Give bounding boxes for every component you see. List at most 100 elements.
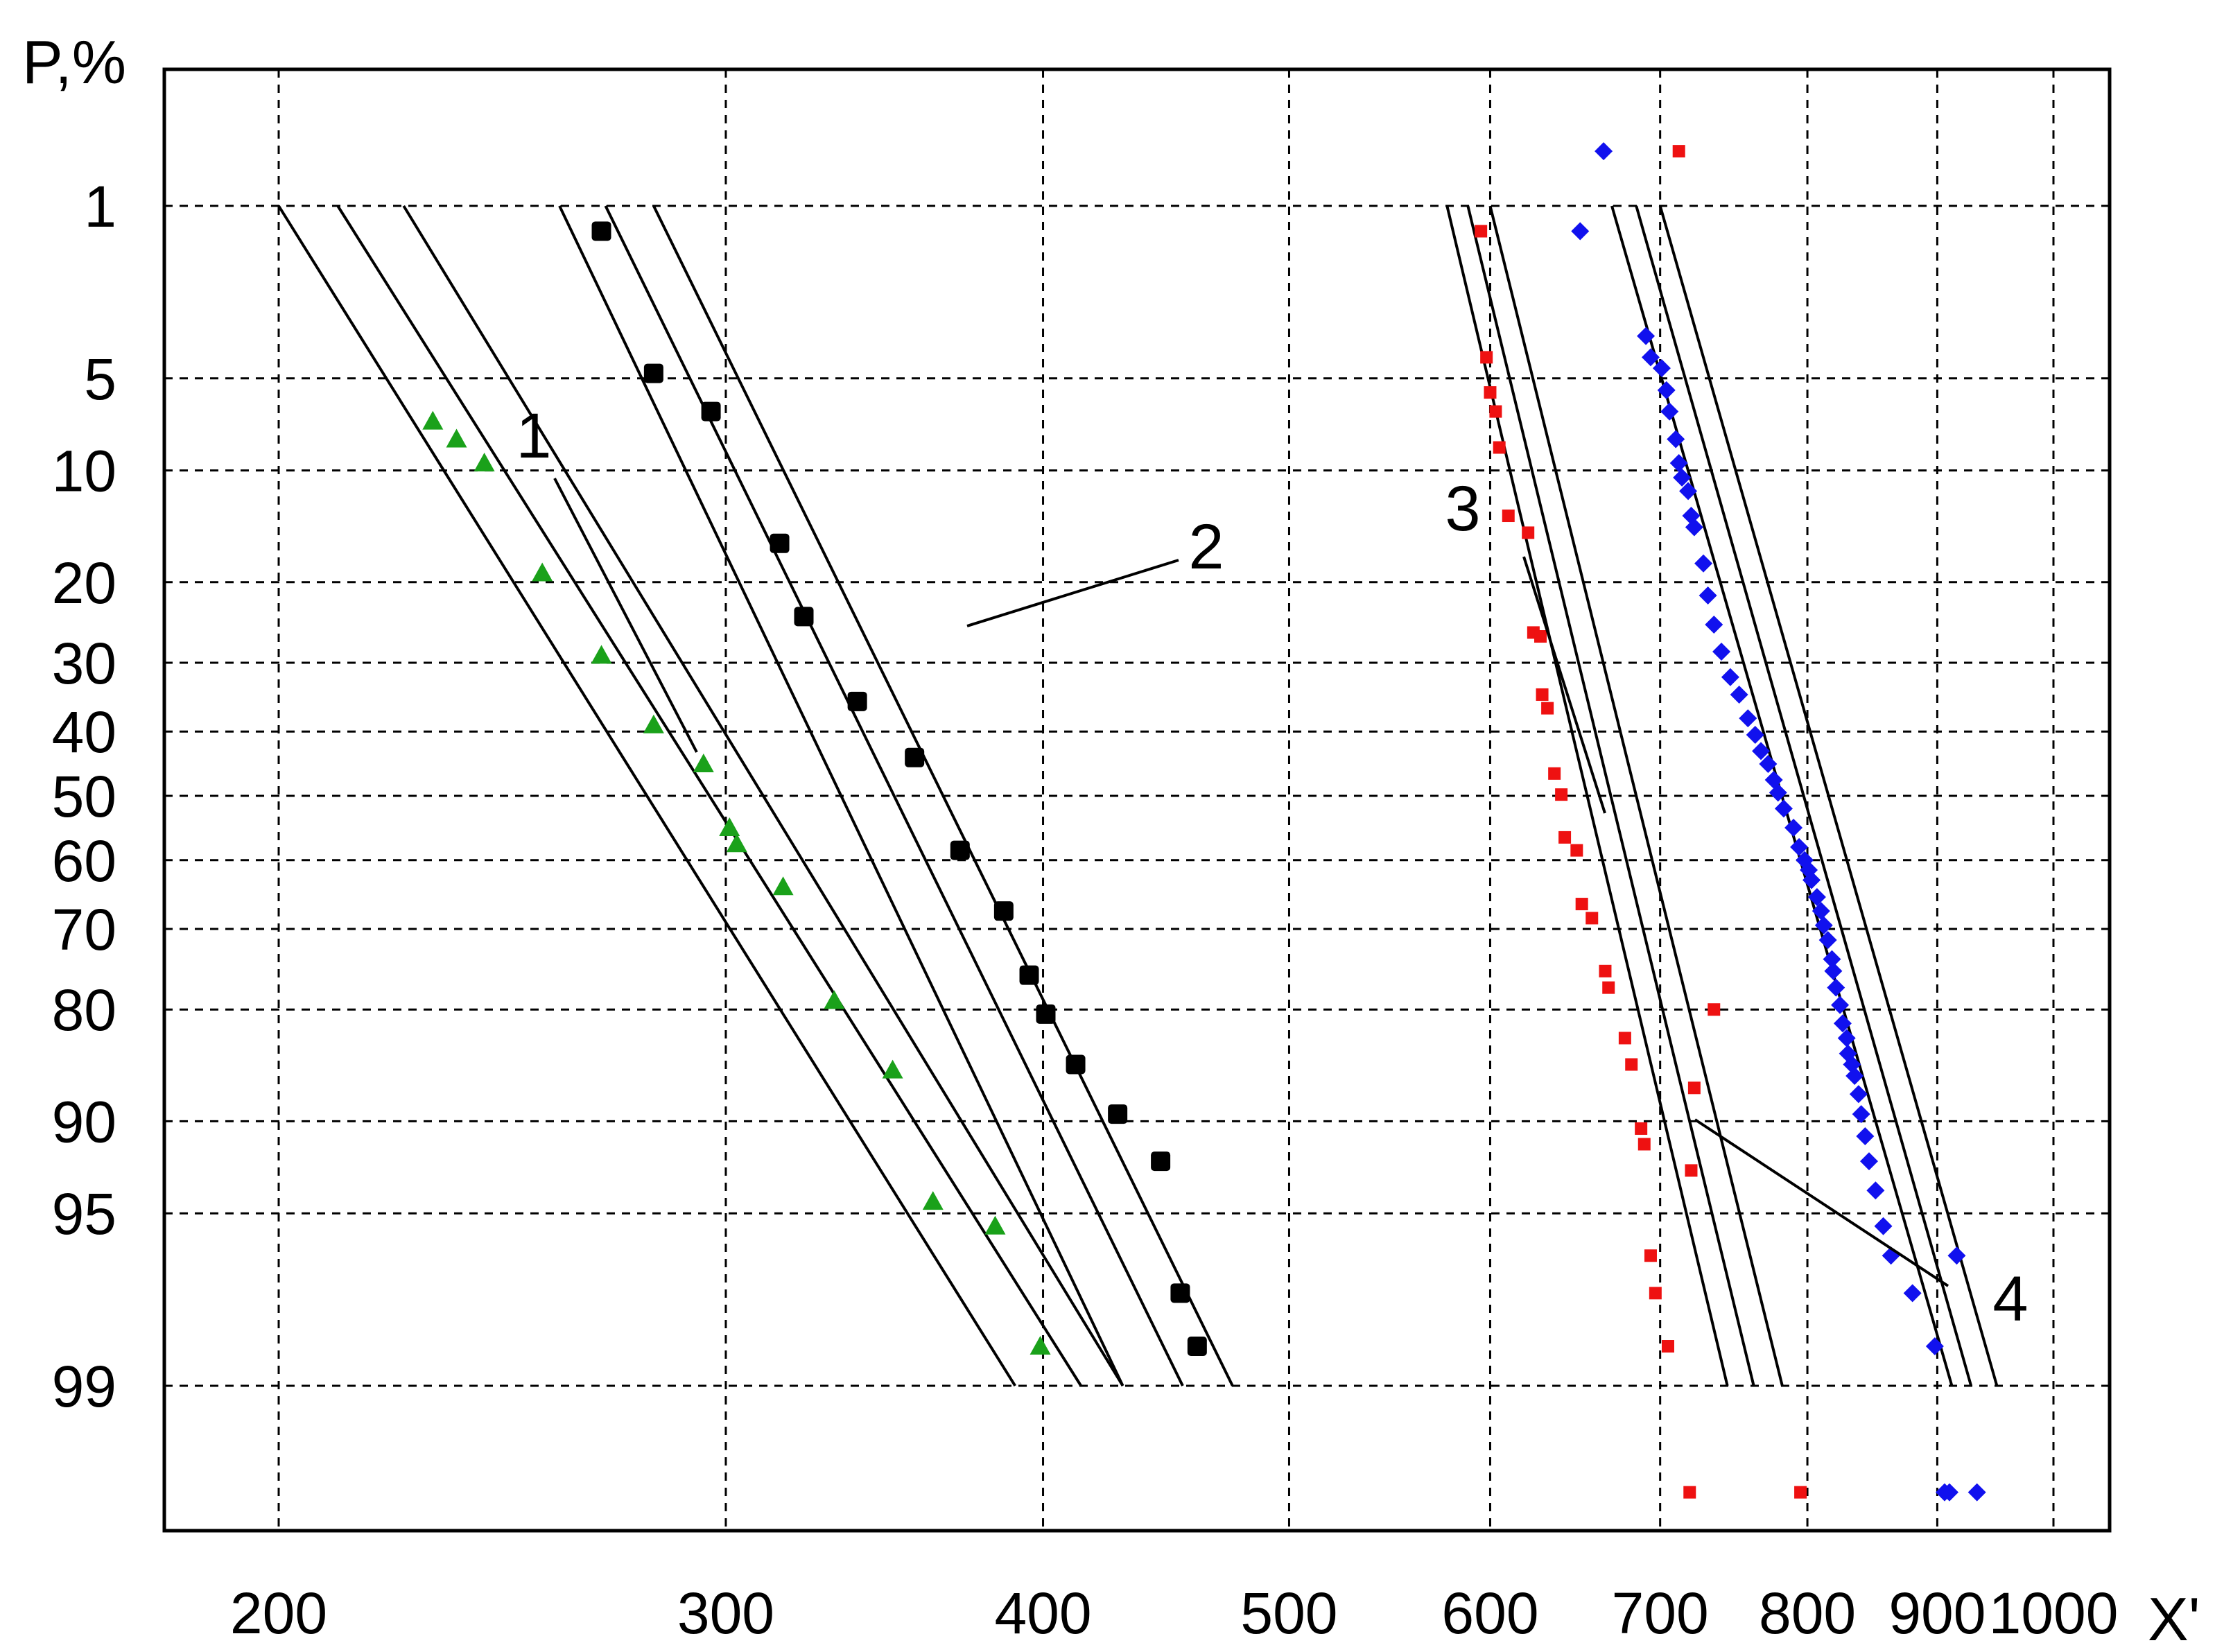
data-point-series-4 [1673,468,1692,487]
data-point-series-4 [1699,586,1717,605]
data-point-series-1 [824,990,845,1009]
confidence-line-2 [652,205,1234,1386]
data-point-series-4 [1595,142,1613,161]
data-point-series-4 [1685,518,1703,537]
data-point-series-4 [1790,837,1809,856]
data-point-series-3 [1644,1249,1657,1262]
data-point-series-1 [643,714,664,733]
y-tick-label: 70 [52,897,116,962]
data-point-series-4 [1852,1105,1870,1124]
confidence-line-3 [1445,205,1729,1386]
y-tick-label: 90 [52,1089,116,1154]
data-point-series-2 [1151,1151,1171,1172]
y-axis-label: P,% [22,28,126,96]
data-point-series-1 [922,1191,944,1210]
tick-labels: 200 300 400 500 600 700 800 900 1000 1 5 10 20 304050… [52,174,2119,1646]
data-point-series-3 [1602,981,1615,994]
data-point-series-3 [1637,1138,1651,1151]
data-point-series-4 [1712,642,1731,661]
annotation-label-4: 4 [1992,1264,2028,1334]
y-tick-label: 20 [52,550,116,616]
data-point-series-3 [1635,1122,1648,1135]
data-point-series-2 [591,221,611,241]
data-point-series-3 [1548,767,1561,780]
data-point-series-2 [847,691,867,711]
y-tick-label: 5 [84,347,116,412]
data-point-series-2 [1170,1283,1190,1303]
y-tick-label: 60 [52,828,116,894]
data-point-series-1 [1030,1336,1051,1355]
data-point-series-4 [1679,482,1698,501]
data-point-series-3 [1599,964,1612,977]
data-point-series-3 [1502,510,1515,523]
x-tick-label: 200 [230,1581,327,1646]
data-point-series-4 [1660,402,1679,421]
data-point-series-4 [1856,1127,1875,1145]
data-point-series-2 [770,533,790,553]
data-point-series-4 [1657,381,1676,399]
x-tick-label: 700 [1612,1581,1709,1646]
data-point-series-4 [1652,359,1671,378]
data-point-series-4 [1571,222,1590,241]
data-point-series-2 [993,901,1014,921]
annotation-leader-3 [1522,556,1606,814]
data-point-series-3 [1489,405,1502,418]
y-tick-label: 10 [52,439,116,504]
data-points [422,142,1986,1502]
data-point-series-1 [591,645,612,664]
data-point-series-3 [1649,1287,1662,1300]
y-tick-label: 99 [52,1354,116,1419]
data-point-series-4 [1730,685,1748,704]
y-tick-label: 50 [52,764,116,829]
annotation-label-3: 3 [1445,473,1480,544]
data-point-series-4 [1802,871,1821,889]
data-point-series-2 [1108,1104,1128,1124]
data-point-series-4 [1739,709,1757,728]
data-point-series-3 [1586,912,1599,925]
data-point-series-1 [532,562,553,582]
data-point-series-3 [1534,630,1547,643]
data-point-series-3 [1522,526,1535,539]
data-point-series-4 [1940,1483,1958,1502]
data-point-series-4 [1759,754,1778,773]
data-point-series-4 [1925,1337,1944,1356]
data-point-series-4 [1845,1066,1864,1085]
data-point-series-3 [1480,351,1493,364]
data-point-series-4 [1752,742,1771,760]
data-point-series-4 [1814,916,1833,934]
y-tick-label: 80 [52,977,116,1043]
annotation-leader-4 [1694,1118,1949,1287]
confidence-line-4 [1658,205,1999,1386]
data-point-series-1 [726,833,747,853]
data-point-series-4 [1831,995,1850,1014]
data-point-series-3 [1794,1486,1807,1499]
confidence-line-3 [1466,205,1755,1386]
data-point-series-4 [1827,978,1845,997]
data-point-series-3 [1687,1081,1701,1095]
data-point-series-4 [1705,615,1723,634]
data-point-series-4 [1769,783,1787,802]
x-tick-label: 300 [677,1581,774,1646]
y-tick-label: 40 [52,699,116,765]
confidence-line-4 [1635,205,1973,1386]
annotations: 1 2 3 4 [516,401,2028,1334]
data-point-series-3 [1672,145,1685,158]
data-point-series-1 [474,453,495,472]
data-point-series-4 [1812,902,1830,921]
data-point-series-3 [1685,1164,1698,1177]
data-point-series-1 [719,817,740,837]
y-tick-label: 1 [84,174,116,239]
data-point-series-4 [1967,1483,1986,1502]
data-point-series-3 [1541,702,1554,715]
data-point-series-4 [1903,1284,1922,1303]
data-point-series-2 [950,840,970,860]
data-point-series-3 [1708,1003,1721,1016]
data-point-series-4 [1774,799,1793,818]
plot-frame [162,67,2112,1533]
confidence-line-1 [336,205,1082,1387]
annotation-label-2: 2 [1188,512,1224,582]
data-point-series-3 [1484,386,1497,399]
data-point-series-4 [1866,1181,1885,1200]
data-point-series-2 [905,747,925,767]
